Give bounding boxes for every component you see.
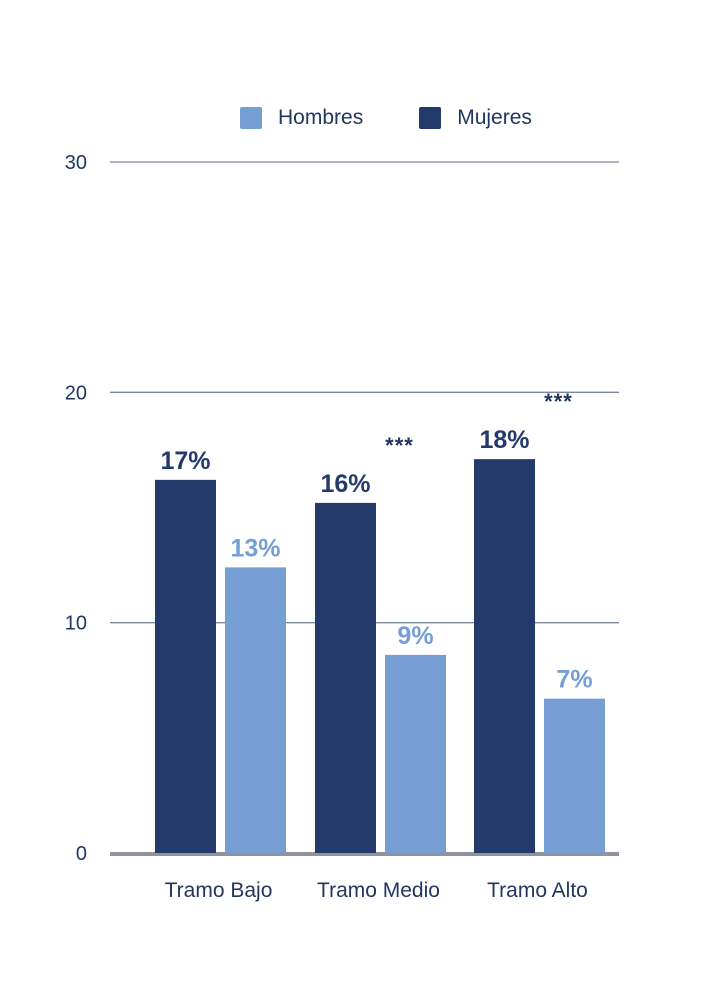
data-label: 9%	[397, 622, 433, 650]
y-tick-label: 30	[65, 152, 87, 174]
data-label: 7%	[556, 666, 592, 694]
y-tick-label: 10	[65, 613, 87, 635]
data-label: 13%	[230, 534, 280, 562]
y-tick-label: 20	[65, 382, 87, 404]
legend-item-mujeres: Mujeres	[419, 106, 532, 130]
data-label: 16%	[320, 470, 370, 498]
significance-marker: ***	[385, 433, 414, 458]
x-category-label: Tramo Bajo	[165, 879, 273, 902]
bar-mujeres	[315, 502, 376, 853]
bar-mujeres	[474, 459, 535, 853]
data-label: 17%	[160, 447, 210, 475]
x-category-label: Tramo Alto	[487, 879, 588, 902]
bar-hombres	[225, 567, 286, 853]
bar-mujeres	[155, 479, 216, 853]
legend-swatch-mujeres	[419, 107, 442, 129]
data-label: 18%	[479, 426, 529, 454]
legend-item-hombres: Hombres	[240, 106, 363, 130]
bar-hombres	[544, 698, 605, 853]
x-category-label: Tramo Medio	[317, 879, 440, 902]
legend-label-mujeres: Mujeres	[457, 106, 532, 129]
bar-hombres	[385, 654, 446, 853]
legend-swatch-hombres	[240, 107, 262, 129]
y-tick-label: 0	[76, 843, 87, 865]
legend: Hombres Mujeres	[240, 106, 532, 130]
significance-marker: ***	[544, 389, 573, 414]
legend-label-hombres: Hombres	[278, 106, 364, 129]
